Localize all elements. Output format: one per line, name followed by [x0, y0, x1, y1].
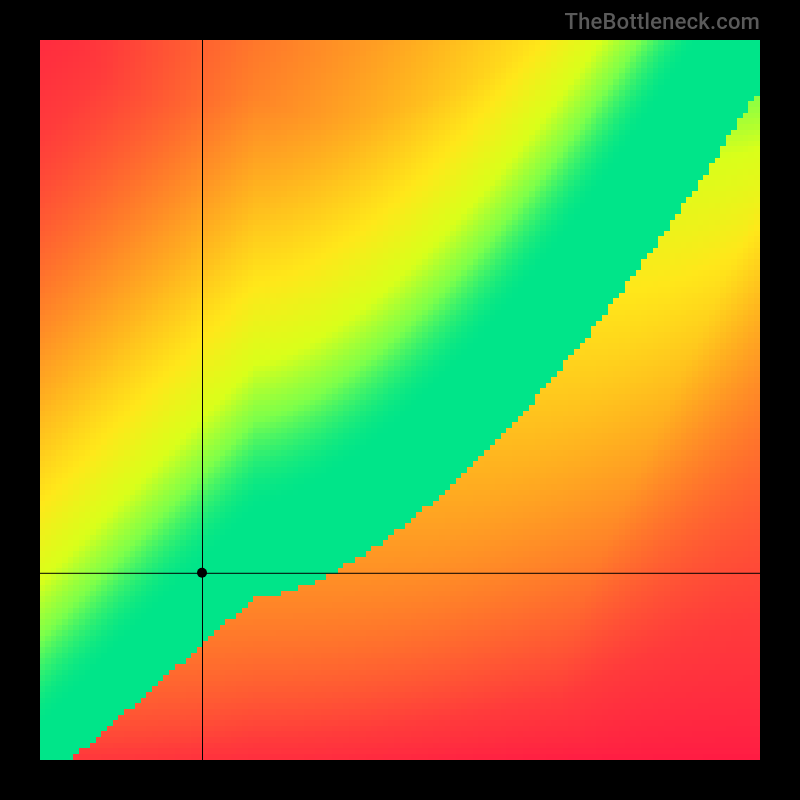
watermark-text: TheBottleneck.com	[565, 10, 760, 35]
bottleneck-heatmap-canvas	[40, 40, 760, 760]
plot-area	[40, 40, 760, 760]
chart-frame: TheBottleneck.com	[0, 0, 800, 800]
